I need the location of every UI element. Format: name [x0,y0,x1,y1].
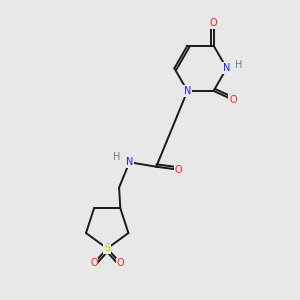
Text: H: H [236,60,243,70]
Text: O: O [175,165,182,175]
Text: H: H [113,152,121,162]
Text: N: N [223,63,230,73]
Text: O: O [90,258,98,268]
Text: O: O [117,258,124,268]
Text: N: N [184,86,191,96]
Text: O: O [229,95,237,105]
Text: O: O [210,18,218,28]
Text: N: N [126,157,133,167]
Text: S: S [104,243,110,254]
